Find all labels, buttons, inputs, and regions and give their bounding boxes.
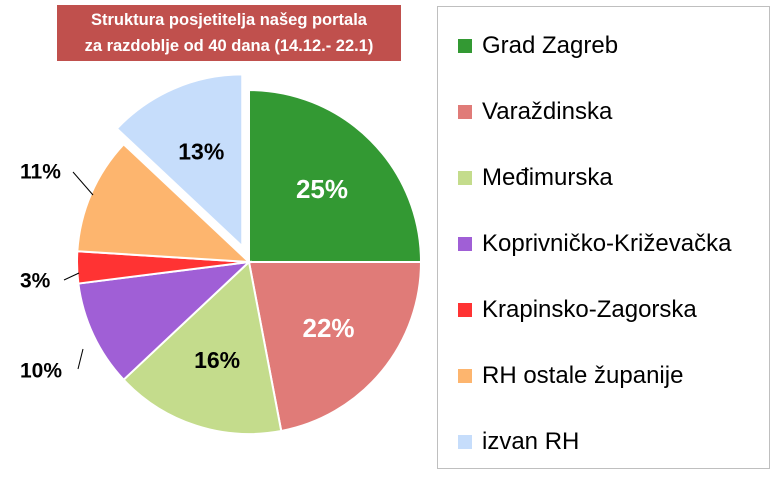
legend-label: Grad Zagreb — [482, 32, 619, 59]
data-label-varazdinska: 22% — [302, 313, 354, 343]
legend-item-rh-ostale-zupanije: RH ostale županije — [458, 361, 683, 391]
legend-label: Krapinsko-Zagorska — [482, 296, 697, 323]
legend-item-grad-zagreb: Grad Zagreb — [458, 31, 618, 61]
data-label-medimurska: 16% — [194, 347, 240, 373]
legend-swatch — [458, 435, 472, 449]
leader-line-koprivnicko-krizevacka — [77, 348, 84, 370]
data-label-rh-ostale-zupanije: 11% — [20, 161, 61, 184]
chart-title-line-1: Struktura posjetitelja našeg portala — [91, 11, 367, 29]
legend-swatch — [458, 303, 472, 317]
leader-line-rh-ostale-zupanije — [72, 171, 94, 196]
legend-item-krapinsko-zagorska: Krapinsko-Zagorska — [458, 295, 697, 325]
legend-swatch — [458, 171, 472, 185]
legend-item-koprivnicko-krizevacka: Koprivničko-Križevačka — [458, 229, 731, 259]
legend-swatch — [458, 369, 472, 383]
legend-swatch — [458, 237, 472, 251]
legend-item-medimurska: Međimurska — [458, 163, 613, 193]
legend-label: Varaždinska — [482, 98, 613, 125]
legend-label: izvan RH — [482, 428, 580, 455]
legend-item-varazdinska: Varaždinska — [458, 97, 612, 127]
legend-swatch — [458, 39, 472, 53]
legend-swatch — [458, 105, 472, 119]
pie-slice-izvan-rh — [115, 73, 244, 249]
pie-slice-rh-ostale-zupanije — [76, 142, 252, 264]
pie-slice-medimurska — [122, 260, 283, 435]
legend-label: Međimurska — [482, 164, 613, 191]
data-label-koprivnicko-krizevacka: 10% — [20, 360, 62, 383]
chart-title: Struktura posjetitelja našeg portala za … — [57, 5, 401, 61]
data-label-izvan-rh: 13% — [178, 139, 224, 165]
data-label-krapinsko-zagorska: 3% — [20, 270, 51, 293]
leader-line-krapinsko-zagorska — [63, 272, 80, 281]
legend-label: RH ostale županije — [482, 362, 684, 389]
pie-slice-varazdinska — [247, 261, 423, 433]
legend-item-izvan-rh: izvan RH — [458, 427, 579, 457]
chart-legend: Grad Zagreb Varaždinska Međimurska Koprivni… — [437, 6, 770, 469]
pie-slice-grad-zagreb — [248, 88, 423, 263]
data-label-grad-zagreb: 25% — [296, 174, 348, 204]
chart-title-line-2: za razdoblje od 40 dana (14.12.- 22.1) — [84, 37, 374, 55]
legend-label: Koprivničko-Križevačka — [482, 230, 732, 257]
pie-slice-koprivnicko-krizevacka — [77, 260, 252, 382]
